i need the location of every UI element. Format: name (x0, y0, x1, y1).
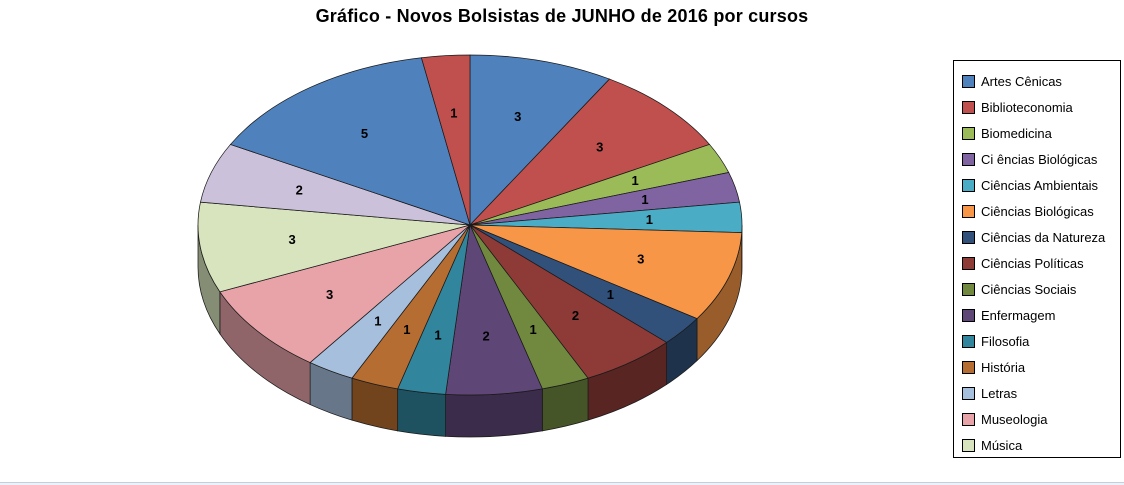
slice-value-label: 1 (607, 287, 614, 302)
legend-item: Filosofia (962, 328, 1120, 354)
pie-slice (197, 201, 471, 293)
legend-swatch (962, 334, 975, 348)
slice-value-label: 1 (403, 322, 410, 337)
legend-swatch (962, 308, 975, 322)
legend-swatch (962, 438, 975, 452)
pie-slice (469, 78, 711, 226)
legend-label: Ciências Sociais (981, 281, 1077, 297)
slice-value-label: 2 (296, 182, 303, 197)
pie-slice (219, 224, 471, 363)
legend-item: Ciências Ambientais (962, 172, 1120, 198)
legend-label: Enfermagem (981, 307, 1056, 323)
legend-label: Museologia (981, 411, 1048, 427)
legend-swatch (962, 100, 975, 114)
legend-swatch (962, 204, 975, 218)
slice-value-label: 3 (326, 287, 333, 302)
legend-label: Ci ências Biológicas (981, 151, 1098, 167)
legend-item: Museologia (962, 406, 1120, 432)
legend-item: Ciências Sociais (962, 276, 1120, 302)
legend-item: Música (962, 432, 1120, 458)
pie-slice (229, 57, 471, 226)
legend-swatch (962, 386, 975, 400)
legend-item: Ciências Políticas (962, 250, 1120, 276)
legend-item: Ciências da Natureza (962, 224, 1120, 250)
slice-value-label: 1 (646, 212, 653, 227)
slice-value-label: 1 (450, 105, 457, 120)
legend-swatch (962, 282, 975, 296)
legend-label: Filosofia (981, 333, 1030, 349)
legend-label: Biblioteconomia (981, 99, 1073, 115)
legend-swatch (962, 230, 975, 244)
legend-label: Ciências Biológicas (981, 203, 1094, 219)
slice-value-label: 3 (637, 252, 644, 267)
legend-swatch (962, 74, 975, 88)
legend-label: História (981, 359, 1026, 375)
window-bottom-edge (0, 482, 1124, 485)
slice-value-label: 1 (434, 327, 441, 342)
slice-value-label: 5 (361, 126, 368, 141)
legend-item: Ciências Biológicas (962, 198, 1120, 224)
slice-value-label: 2 (482, 329, 489, 344)
chart-title: Gráfico - Novos Bolsistas de JUNHO de 20… (315, 6, 809, 26)
pie-slice-side (397, 388, 446, 437)
legend-label: Artes Cênicas (981, 73, 1062, 89)
legend-label: Ciências da Natureza (981, 229, 1106, 245)
pie-slice-side (445, 388, 543, 438)
legend-label: Música (981, 437, 1023, 453)
legend-swatch (962, 256, 975, 270)
slice-value-label: 1 (529, 322, 536, 337)
legend-label: Ciências Políticas (981, 255, 1084, 271)
legend-swatch (962, 126, 975, 140)
legend-label: Ciências Ambientais (981, 177, 1099, 193)
legend-swatch (962, 412, 975, 426)
legend-item: Letras (962, 380, 1120, 406)
legend: Artes Cênicas Biblioteconomia Biomedicina C… (953, 60, 1121, 458)
legend-item: Artes Cênicas (962, 68, 1120, 94)
slice-value-label: 3 (514, 109, 521, 124)
legend-label: Letras (981, 385, 1018, 401)
slice-value-label: 1 (631, 173, 638, 188)
slice-value-label: 3 (288, 232, 295, 247)
legend-label: Biomedicina (981, 125, 1052, 141)
legend-item: História (962, 354, 1120, 380)
slice-value-label: 1 (374, 313, 381, 328)
legend-item: Biomedicina (962, 120, 1120, 146)
legend-item: Biblioteconomia (962, 94, 1120, 120)
pie-slice (469, 224, 743, 320)
legend-swatch (962, 152, 975, 166)
legend-item: Enfermagem (962, 302, 1120, 328)
legend-swatch (962, 360, 975, 374)
pie-slice (469, 54, 611, 226)
slice-value-label: 1 (641, 192, 648, 207)
pie-slice (420, 54, 471, 226)
slice-value-label: 2 (572, 308, 579, 323)
legend-swatch (962, 178, 975, 192)
slice-value-label: 3 (596, 139, 603, 154)
legend-item: Ci ências Biológicas (962, 146, 1120, 172)
